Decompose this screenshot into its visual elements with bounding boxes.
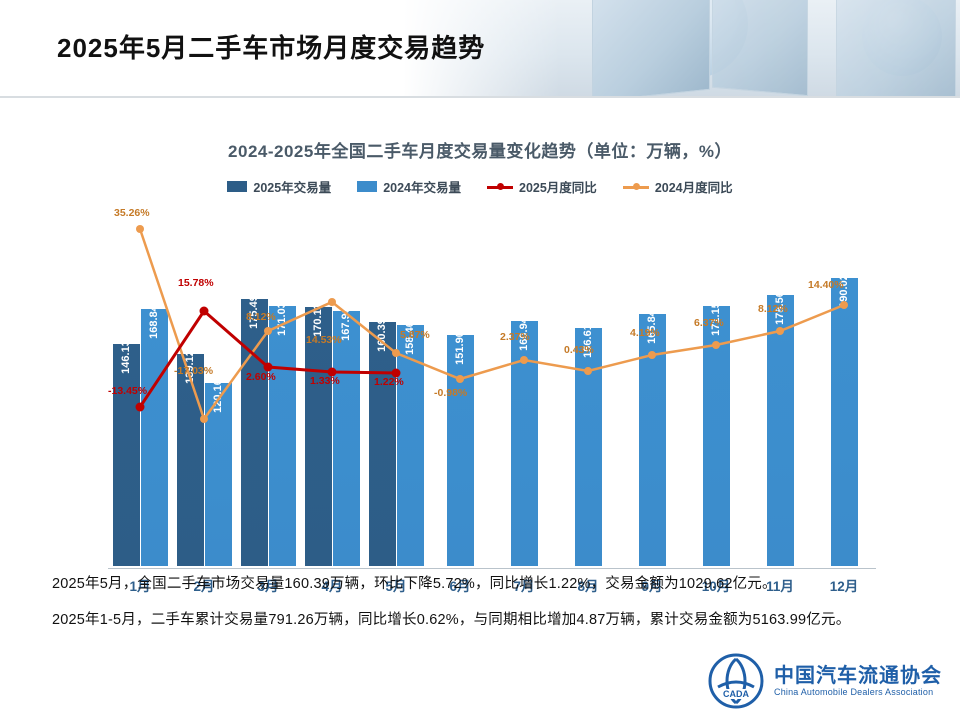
point-label-2024-yoy-11: 8.12%	[758, 303, 788, 315]
x-label-3: 3月	[257, 579, 279, 594]
bar-2025-3[interactable]: 175.49	[240, 295, 268, 566]
chart-container: 2024-2025年全国二手车月度交易量变化趋势（单位：万辆，%） 2025年交…	[0, 99, 960, 594]
line-series-group	[135, 225, 848, 423]
bar-2024-5[interactable]: 158.46	[396, 321, 424, 566]
line-2025-yoy	[138, 308, 397, 408]
legend-item-2024-yoy[interactable]: 2024月度同比	[622, 177, 733, 196]
point-label-2024-yoy-4: 14.53%	[306, 334, 342, 346]
cube-graphic-2	[712, 0, 808, 97]
point-label-2024-yoy-2: -17.03%	[174, 365, 214, 377]
point-label-2024-yoy-7: 2.37%	[500, 331, 530, 343]
x-label-10: 10月	[701, 579, 731, 594]
point-label-2024-yoy-5: 5.87%	[400, 329, 430, 341]
bar-2024-1[interactable]: 168.84	[140, 305, 168, 566]
logo-name-en: China Automobile Dealers Association	[774, 687, 934, 697]
x-label-2: 2月	[193, 579, 215, 594]
point-label-2024-yoy-12: 14.40%	[808, 279, 844, 291]
legend-line-2024-yoy	[622, 181, 649, 192]
plot-area: 146.13 168.84 139.12 120.16 175.49	[108, 207, 876, 594]
page-header: 2025年5月二手车市场月度交易趋势	[0, 0, 960, 97]
point-label-2025-yoy-4: 1.33%	[310, 375, 340, 387]
point-label-2024-yoy-3: 8.12%	[246, 311, 276, 323]
bar-2024-3[interactable]: 171.03	[268, 302, 296, 566]
bar-2024-4[interactable]: 167.90	[332, 307, 360, 566]
x-label-9: 9月	[641, 579, 663, 594]
chart-title: 2024-2025年全国二手车月度交易量变化趋势（单位：万辆，%）	[228, 142, 732, 161]
bar-group-1: 146.13 168.84	[108, 305, 172, 566]
bar-2024-12[interactable]: 190.02	[830, 274, 858, 566]
line-2024-yoy	[138, 228, 845, 422]
svg-text:CADA: CADA	[723, 689, 749, 699]
legend-label-2024-yoy: 2024月度同比	[654, 181, 733, 195]
bar-group-12: 190.02	[812, 274, 876, 566]
x-label-4: 4月	[321, 579, 343, 594]
legend-label-2024-volume: 2024年交易量	[383, 181, 461, 195]
association-logo: CADA 中国汽车流通协会 China Automobile Dealers A…	[708, 650, 942, 712]
cube-graphic-3	[836, 0, 956, 97]
x-label-1: 1月	[129, 579, 151, 594]
legend-item-2025-yoy[interactable]: 2025月度同比	[487, 177, 597, 196]
point-label-2025-yoy-1: -13.45%	[108, 385, 148, 397]
bar-2024-6[interactable]: 151.90	[446, 331, 474, 566]
x-label-12: 12月	[829, 579, 859, 594]
x-label-7: 7月	[513, 579, 535, 594]
legend-label-2025-volume: 2025年交易量	[253, 181, 332, 195]
x-label-8: 8月	[577, 579, 599, 594]
header-divider	[0, 96, 960, 98]
bar-2025-5[interactable]: 160.39	[368, 318, 396, 566]
point-label-2025-yoy-2: 15.78%	[178, 277, 214, 289]
x-label-5: 5月	[385, 579, 407, 594]
bar-2024-11[interactable]: 178.56	[766, 291, 794, 566]
legend-item-2025-volume[interactable]: 2025年交易量	[227, 177, 331, 196]
bar-group-5: 160.39 158.46	[364, 318, 428, 566]
bar-2024-10[interactable]: 171.15	[702, 302, 730, 566]
bar-group-6: 151.90	[428, 331, 492, 566]
x-label-6: 6月	[449, 579, 471, 594]
point-label-2024-yoy-1: 35.26%	[114, 207, 150, 219]
bar-group-3: 175.49 171.03	[236, 295, 300, 566]
cada-logo-icon: CADA	[708, 653, 764, 709]
header-white-overlay	[0, 0, 560, 97]
x-axis-labels: 1月 2月 3月 4月 5月 6月 7月 8月 9月 10月 11月 12月	[108, 575, 876, 599]
point-label-2024-yoy-9: 4.19%	[630, 327, 660, 339]
point-label-2024-yoy-8: 0.43%	[564, 344, 594, 356]
legend-swatch-2025-volume	[227, 181, 248, 192]
point-label-2024-yoy-10: 6.37%	[694, 317, 724, 329]
chart-legend: 2025年交易量 2024年交易量 2025月度同比 2024月度同比	[0, 177, 960, 196]
summary-notes: 2025年5月，全国二手车市场交易量160.39万辆，环比下降5.72%，同比增…	[0, 556, 960, 666]
legend-line-2025-yoy	[487, 181, 513, 192]
note-line-2: 2025年1-5月，二手车累计交易量791.26万辆，同比增长0.62%，与同期…	[52, 612, 851, 628]
legend-label-2025-yoy: 2025月度同比	[519, 181, 597, 195]
line-2025-yoy-points	[135, 306, 401, 412]
line-2024-yoy-points	[136, 225, 848, 423]
bar-2025-1[interactable]: 146.13	[112, 340, 140, 566]
bar-group-4: 170.13 167.90	[300, 303, 364, 566]
bar-group-10: 171.15	[684, 302, 748, 566]
bar-2025-2[interactable]: 139.12	[176, 350, 204, 566]
point-label-2025-yoy-5: 1.22%	[374, 376, 404, 388]
bar-2025-4[interactable]: 170.13	[304, 303, 332, 566]
point-label-2025-yoy-3: 2.60%	[246, 371, 276, 383]
cube-graphic-1	[592, 0, 710, 97]
x-label-11: 11月	[766, 579, 794, 594]
page-title: 2025年5月二手车市场月度交易趋势	[57, 33, 486, 63]
legend-swatch-2024-volume	[357, 181, 378, 192]
legend-item-2024-volume[interactable]: 2024年交易量	[357, 177, 461, 196]
note-line-1: 2025年5月，全国二手车市场交易量160.39万辆，环比下降5.72%，同比增…	[52, 576, 777, 592]
x-axis-line	[108, 567, 876, 569]
bar-group-11: 178.56	[748, 291, 812, 566]
point-label-2024-yoy-6: -0.98%	[434, 387, 468, 399]
logo-name-cn: 中国汽车流通协会	[774, 665, 942, 687]
logo-text-block: 中国汽车流通协会 China Automobile Dealers Associ…	[774, 665, 942, 697]
